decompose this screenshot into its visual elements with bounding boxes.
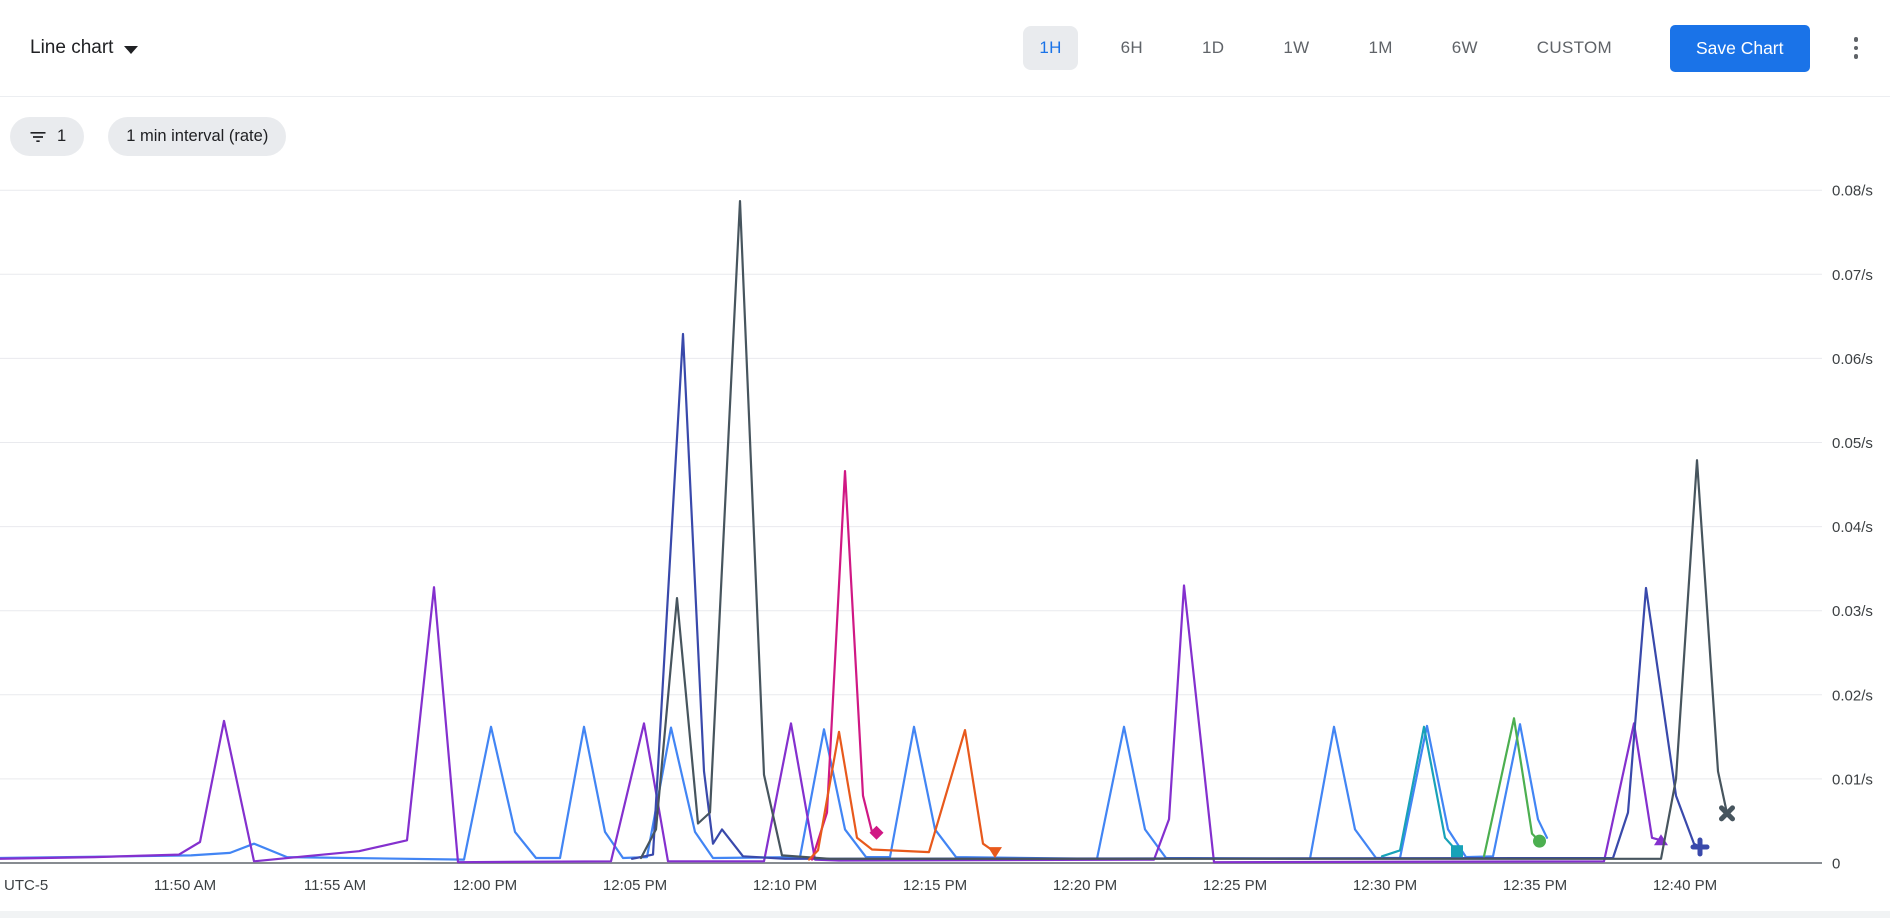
y-tick-label: 0.04/s	[1832, 519, 1873, 536]
time-range-1d[interactable]: 1D	[1186, 26, 1240, 70]
x-tick-label: 12:40 PM	[1653, 877, 1717, 894]
save-chart-button[interactable]: Save Chart	[1669, 24, 1810, 72]
chart-toolbar: Line chart 1H 6H 1D 1W 1M 6W CUSTOM Save Chart	[0, 0, 1890, 97]
time-range-group: 1H 6H 1D 1W 1M 6W CUSTOM	[1023, 26, 1628, 70]
series-line-purple[interactable]	[0, 584, 1663, 864]
x-tick-label: 12:15 PM	[903, 877, 967, 894]
x-tick-label: 12:10 PM	[753, 877, 817, 894]
series-end-marker-magenta[interactable]	[869, 825, 884, 840]
bottom-panel-edge	[0, 911, 1890, 918]
series-end-marker-indigo[interactable]	[1690, 837, 1710, 857]
chip-row: 1 1 min interval (rate)	[10, 117, 287, 156]
x-tick-label: 12:25 PM	[1203, 877, 1267, 894]
line-chart[interactable]: 0.08/s 0.07/s 0.06/s 0.05/s 0.04/s 0.03/s 0.02…	[0, 154, 1890, 918]
time-range-6h[interactable]: 6H	[1105, 26, 1159, 70]
time-range-6w[interactable]: 6W	[1436, 26, 1494, 70]
series-line-slate[interactable]	[639, 199, 1729, 860]
interval-chip-label: 1 min interval (rate)	[126, 127, 269, 145]
x-tick-label: 11:55 AM	[304, 877, 366, 894]
y-tick-label: 0.08/s	[1832, 183, 1873, 200]
y-tick-label: 0.05/s	[1832, 435, 1873, 452]
x-tick-label: 12:05 PM	[603, 877, 667, 894]
x-tick-label: 11:50 AM	[154, 877, 216, 894]
series-line-magenta[interactable]	[810, 470, 878, 861]
x-tick-label: 12:35 PM	[1503, 877, 1567, 894]
filter-count: 1	[57, 127, 67, 145]
filter-chip[interactable]: 1	[10, 117, 85, 156]
more-options-icon[interactable]	[1848, 31, 1865, 65]
filter-icon	[28, 127, 48, 147]
time-range-1h[interactable]: 1H	[1023, 26, 1078, 70]
series-end-marker-teal[interactable]	[1451, 845, 1463, 858]
series-line-indigo[interactable]	[630, 332, 1702, 860]
x-tick-label: 12:20 PM	[1053, 877, 1117, 894]
x-tick-label: 12:30 PM	[1353, 877, 1417, 894]
series-end-marker-orange[interactable]	[988, 847, 1002, 859]
time-range-1m[interactable]: 1M	[1352, 26, 1408, 70]
series-end-marker-green[interactable]	[1533, 834, 1546, 848]
y-tick-label: 0.02/s	[1832, 687, 1873, 704]
chart-type-dropdown[interactable]: Line chart	[30, 37, 139, 59]
series-line-teal[interactable]	[1380, 725, 1459, 858]
series-line-orange[interactable]	[807, 728, 997, 861]
y-tick-label: 0.07/s	[1832, 267, 1873, 284]
x-tick-label: 12:00 PM	[453, 877, 517, 894]
kebab-dot	[1853, 45, 1858, 51]
y-tick-label: 0	[1832, 856, 1840, 873]
chart-type-label: Line chart	[30, 37, 114, 58]
y-tick-label: 0.01/s	[1832, 771, 1873, 788]
interval-chip[interactable]: 1 min interval (rate)	[108, 117, 287, 156]
y-tick-label: 0.03/s	[1832, 603, 1873, 620]
time-range-custom[interactable]: CUSTOM	[1521, 26, 1628, 70]
chart-canvas[interactable]: 0.08/s 0.07/s 0.06/s 0.05/s 0.04/s 0.03/s 0.02…	[0, 154, 1890, 918]
time-range-1w[interactable]: 1W	[1267, 26, 1325, 70]
chevron-down-icon	[124, 45, 139, 54]
y-tick-label: 0.06/s	[1832, 351, 1873, 368]
series-line-blue[interactable]	[0, 723, 1549, 861]
series-end-marker-slate[interactable]	[1719, 805, 1735, 822]
timezone-label: UTC-5	[4, 877, 48, 894]
kebab-dot	[1853, 37, 1858, 42]
kebab-dot	[1853, 54, 1858, 59]
